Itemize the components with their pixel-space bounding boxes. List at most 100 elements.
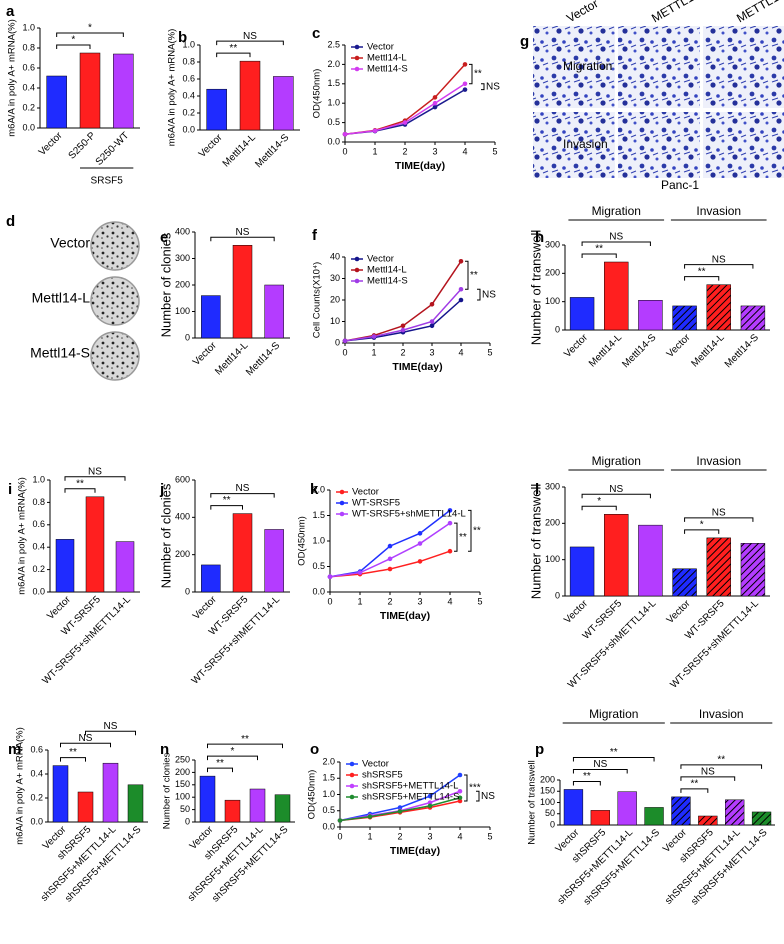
legend-dot bbox=[339, 489, 345, 495]
y-tick-label: 200 bbox=[540, 774, 555, 784]
row-label: Mettl14-L bbox=[32, 290, 91, 306]
panel-label: b bbox=[178, 29, 187, 46]
sig-bracket bbox=[481, 83, 485, 91]
bar bbox=[638, 300, 663, 331]
point bbox=[458, 286, 464, 292]
sig-label: ** bbox=[717, 755, 725, 766]
y-tick-label: 100 bbox=[545, 554, 560, 564]
x-tick-label: 2 bbox=[397, 831, 402, 841]
sig-bracket bbox=[207, 755, 258, 761]
bar bbox=[127, 784, 144, 823]
y-tick-label: 200 bbox=[175, 279, 190, 289]
sig-label: * bbox=[231, 746, 235, 757]
panel-label: h bbox=[535, 229, 544, 246]
sig-label: * bbox=[71, 35, 75, 46]
bar bbox=[751, 811, 772, 826]
panel-label: c bbox=[312, 25, 320, 42]
y-tick-label: 2.0 bbox=[322, 756, 335, 766]
x-tick-label: S250-WT bbox=[94, 130, 132, 168]
panel-label: n bbox=[160, 741, 169, 758]
point bbox=[462, 81, 468, 87]
panel-label: j bbox=[159, 481, 164, 498]
point bbox=[427, 803, 433, 809]
x-tick-label: Vector bbox=[191, 340, 219, 368]
bar bbox=[590, 810, 610, 826]
sig-label: NS bbox=[236, 227, 250, 238]
y-tick-label: 0 bbox=[555, 324, 560, 334]
sig-bracket bbox=[476, 790, 480, 802]
group-label: Migration bbox=[589, 707, 638, 721]
sig-bracket bbox=[581, 241, 651, 246]
y-tick-label: 400 bbox=[175, 226, 190, 236]
x-tick-label: 5 bbox=[492, 146, 497, 156]
sig-bracket bbox=[207, 767, 233, 773]
sig-label: NS bbox=[236, 483, 250, 494]
y-tick-label: 600 bbox=[175, 474, 190, 484]
point bbox=[342, 131, 348, 137]
y-tick-label: 0.8 bbox=[182, 56, 195, 66]
sig-bracket bbox=[680, 788, 709, 793]
legend-dot bbox=[339, 500, 345, 506]
sig-label: NS bbox=[712, 508, 726, 519]
legend-label: Mettl14-L bbox=[367, 53, 407, 64]
legend-label: Mettl14-S bbox=[367, 276, 408, 287]
y-tick-label: 0 bbox=[185, 586, 190, 596]
sig-bracket bbox=[60, 742, 111, 748]
y-tick-label: 150 bbox=[175, 779, 190, 789]
row-label: Vector bbox=[50, 235, 90, 251]
point bbox=[327, 574, 333, 579]
point bbox=[387, 556, 393, 562]
point bbox=[397, 805, 403, 810]
bar bbox=[249, 788, 266, 823]
legend-label: Mettl14-S bbox=[367, 64, 408, 75]
sig-bracket bbox=[469, 63, 473, 85]
legend-label: shSRSF5+METTL14-L bbox=[362, 781, 458, 792]
y-tick-label: 1.0 bbox=[182, 39, 195, 49]
colony-well bbox=[90, 221, 140, 271]
sig-label: ** bbox=[595, 244, 603, 255]
bar bbox=[569, 297, 595, 331]
point bbox=[337, 818, 343, 823]
bar bbox=[740, 543, 766, 597]
micrograph bbox=[618, 112, 700, 178]
legend-label: shSRSF5 bbox=[362, 770, 403, 781]
x-tick-label: Mettl14-S bbox=[723, 332, 761, 370]
legend-label: Vector bbox=[367, 42, 394, 53]
bar bbox=[102, 762, 119, 823]
y-tick-label: 0.6 bbox=[32, 519, 45, 529]
sig-bracket bbox=[581, 505, 617, 511]
sig-label: ** bbox=[473, 525, 481, 536]
x-axis-label: TIME(day) bbox=[390, 845, 440, 857]
panel-label: i bbox=[8, 481, 12, 498]
x-tick-label: Vector bbox=[665, 332, 693, 360]
legend-dot bbox=[354, 278, 360, 284]
y-axis-label: m6A/A in poly A+ mRNA(%) bbox=[167, 29, 178, 146]
y-tick-label: 0.4 bbox=[182, 90, 195, 100]
sig-label: NS bbox=[712, 254, 726, 265]
group-label: Invasion bbox=[696, 454, 741, 468]
micrograph bbox=[618, 26, 700, 108]
point bbox=[447, 508, 453, 513]
sig-label: NS bbox=[243, 31, 257, 42]
x-tick-label: 1 bbox=[372, 146, 377, 156]
y-tick-label: 40 bbox=[330, 251, 340, 261]
x-axis-label: TIME(day) bbox=[395, 160, 445, 172]
series-line bbox=[329, 550, 451, 578]
point bbox=[429, 302, 435, 307]
y-tick-label: 0.0 bbox=[32, 586, 45, 596]
point bbox=[462, 62, 468, 67]
micrograph bbox=[533, 112, 615, 178]
legend-dot bbox=[354, 55, 360, 61]
sig-label: ** bbox=[223, 495, 231, 506]
legend-label: Vector bbox=[352, 487, 379, 498]
caption: Panc-1 bbox=[661, 178, 699, 192]
sig-bracket bbox=[581, 493, 651, 499]
point bbox=[432, 104, 438, 110]
legend-dot bbox=[339, 511, 345, 517]
bar bbox=[706, 284, 731, 331]
x-tick-label: Vector bbox=[665, 598, 693, 626]
group-label: SRSF5 bbox=[91, 176, 124, 187]
y-tick-label: 0.0 bbox=[312, 586, 325, 596]
x-tick-label: 4 bbox=[458, 347, 463, 357]
y-tick-label: 0.8 bbox=[32, 497, 45, 507]
